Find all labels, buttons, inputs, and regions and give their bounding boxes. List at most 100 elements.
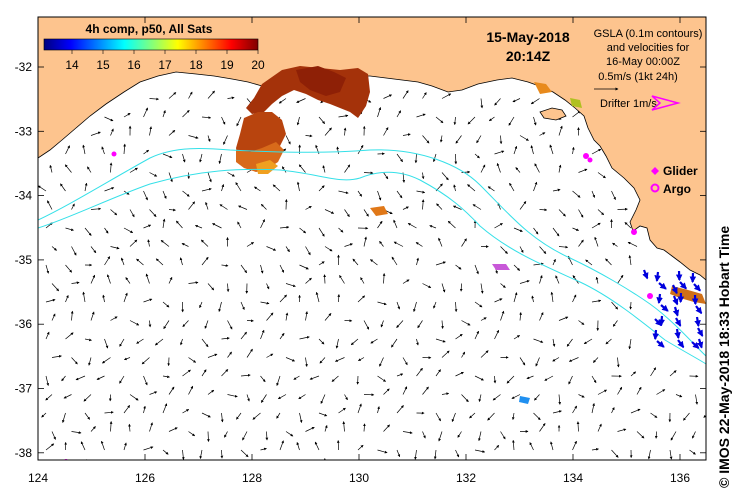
- velocity-arrow: [324, 424, 328, 432]
- drifter-arrow: [642, 269, 649, 280]
- velocity-arrow: [63, 394, 72, 399]
- velocity-arrow: [143, 190, 148, 201]
- velocity-arrow: [82, 144, 86, 155]
- velocity-arrow: [669, 370, 677, 377]
- velocity-arrow: [238, 205, 248, 210]
- velocity-arrow: [568, 375, 573, 385]
- velocity-arrow: [616, 357, 620, 368]
- velocity-arrow: [318, 116, 326, 124]
- drifter-arrow: [696, 338, 704, 349]
- velocity-arrow: [370, 259, 378, 266]
- velocity-arrow: [382, 273, 386, 284]
- velocity-arrow: [123, 405, 130, 414]
- velocity-arrow: [499, 135, 503, 145]
- velocity-arrow: [162, 301, 170, 308]
- velocity-arrow: [344, 209, 350, 218]
- velocity-arrow: [578, 239, 584, 247]
- velocity-arrow: [106, 274, 111, 284]
- copyright-notice: © IMOS 22-May-2018 18:33 Hobart Time: [716, 225, 732, 488]
- velocity-arrow: [182, 109, 190, 118]
- velocity-arrow: [322, 165, 326, 173]
- velocity-arrow: [436, 203, 443, 210]
- velocity-arrow: [260, 219, 265, 229]
- velocity-arrow: [182, 190, 190, 197]
- velocity-arrow: [128, 423, 131, 432]
- velocity-arrow: [422, 92, 427, 99]
- velocity-arrow: [129, 209, 135, 218]
- velocity-arrow: [240, 373, 251, 377]
- velocity-arrow: [711, 461, 715, 469]
- velocity-arrow: [478, 394, 482, 403]
- velocity-arrow: [403, 469, 404, 477]
- velocity-arrow: [201, 116, 212, 119]
- velocity-arrow: [136, 258, 144, 266]
- velocity-arrow: [61, 375, 66, 382]
- drifter-arrow: [658, 282, 667, 290]
- velocity-arrow: [357, 403, 362, 414]
- gsla-contour-2: [38, 168, 706, 365]
- velocity-arrow: [624, 222, 632, 229]
- velocity-arrow: [194, 224, 203, 229]
- velocity-arrow: [558, 394, 562, 405]
- velocity-arrow: [530, 98, 540, 105]
- velocity-arrow: [447, 220, 456, 229]
- velocity-arrow: [242, 431, 248, 441]
- velocity-arrow: [263, 459, 266, 460]
- velocity-arrow: [305, 357, 308, 367]
- velocity-arrow: [414, 153, 418, 164]
- velocity-arrow: [65, 332, 74, 340]
- velocity-arrow: [136, 338, 144, 344]
- velocity-arrow: [508, 116, 515, 126]
- velocity-arrow: [535, 357, 540, 367]
- velocity-arrow: [383, 424, 390, 432]
- velocity-arrow: [438, 237, 443, 247]
- lat-tick-label: -33: [15, 124, 33, 138]
- velocity-arrow: [71, 357, 78, 365]
- velocity-arrow: [391, 256, 398, 266]
- velocity-arrow: [324, 127, 332, 136]
- velocity-arrow: [51, 313, 56, 321]
- velocity-arrow: [227, 320, 233, 330]
- velocity-arrow: [585, 259, 593, 266]
- velocity-arrow: [377, 190, 382, 201]
- velocity-arrow: [339, 275, 345, 284]
- velocity-arrow: [331, 375, 339, 382]
- velocity-arrow: [282, 166, 287, 173]
- velocity-arrow: [591, 148, 602, 155]
- velocity-arrow: [558, 209, 566, 217]
- velocity-arrow: [162, 110, 166, 118]
- velocity-arrow: [147, 239, 151, 247]
- velocity-arrow: [396, 373, 404, 377]
- velocity-arrow: [123, 442, 127, 451]
- velocity-arrow: [189, 469, 191, 479]
- svg-text:16-May 00:00Z: 16-May 00:00Z: [606, 56, 680, 68]
- velocity-arrow: [168, 129, 176, 136]
- velocity-arrow: [296, 98, 306, 103]
- velocity-arrow: [453, 116, 457, 126]
- velocity-arrow: [594, 236, 599, 247]
- velocity-arrow: [611, 301, 619, 310]
- velocity-arrow: [162, 403, 168, 414]
- velocity-arrow: [572, 405, 578, 414]
- velocity-arrow: [513, 292, 518, 303]
- velocity-arrow: [266, 283, 270, 290]
- velocity-arrow: [656, 389, 666, 395]
- velocity-arrow: [342, 421, 346, 432]
- velocity-arrow: [188, 201, 195, 210]
- velocity-arrow: [612, 242, 618, 247]
- velocity-arrow: [285, 283, 296, 288]
- velocity-arrow: [266, 312, 274, 321]
- velocity-arrow: [123, 292, 128, 303]
- velocity-arrow: [162, 190, 167, 199]
- velocity-arrow: [357, 444, 364, 451]
- velocity-arrow: [583, 338, 593, 345]
- velocity-arrow: [393, 219, 398, 229]
- velocity-arrow: [591, 190, 596, 198]
- velocity-arrow: [143, 446, 154, 451]
- velocity-arrow: [130, 467, 139, 469]
- velocity-arrow: [550, 291, 554, 303]
- velocity-arrow: [558, 245, 569, 249]
- velocity-arrow: [474, 449, 486, 453]
- velocity-arrow: [120, 257, 125, 266]
- velocity-arrow: [123, 357, 131, 361]
